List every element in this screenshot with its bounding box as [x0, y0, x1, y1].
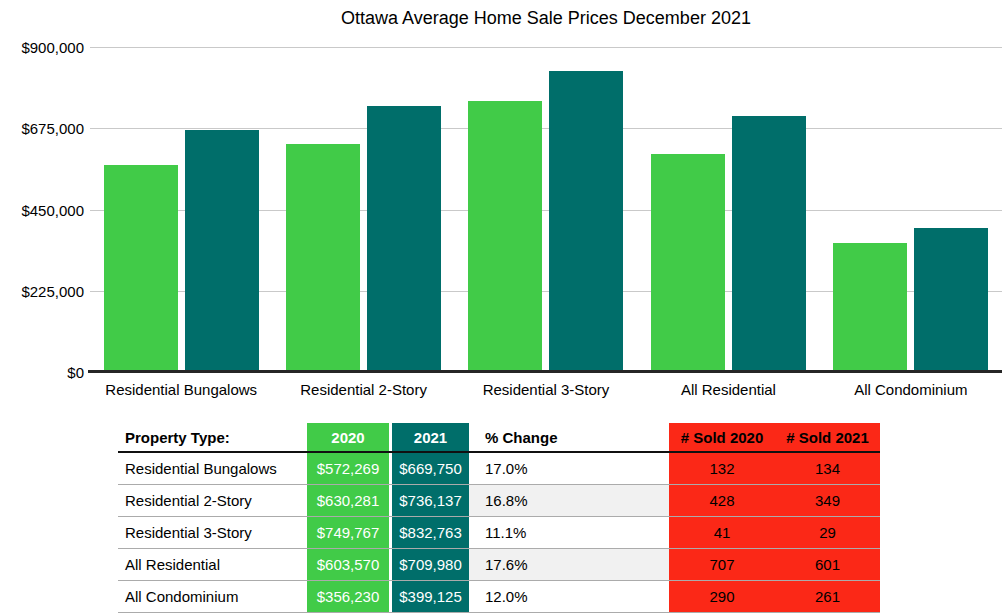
x-axis-category-label: Residential 3-Story — [455, 381, 637, 398]
table-row: Residential 3-Story$749,767$832,76311.1%… — [118, 517, 880, 549]
x-axis-category-label: Residential 2-Story — [272, 381, 454, 398]
bar-2020 — [468, 101, 542, 372]
table-row: All Residential$603,570$709,98017.6%7076… — [118, 549, 880, 581]
bar-group — [272, 47, 454, 372]
bar-2021 — [185, 130, 259, 372]
cell-price-2020: $630,281 — [307, 485, 389, 516]
x-axis: Residential BungalowsResidential 2-Story… — [90, 381, 1002, 398]
bar-2021 — [732, 116, 806, 372]
cell-sold-2020: 132 — [669, 453, 775, 484]
data-table: Property Type:20202021% Change# Sold 202… — [118, 423, 880, 613]
cell-sold-2021: 29 — [775, 517, 880, 548]
cell-property-type: All Residential — [118, 549, 307, 580]
bar-2020 — [833, 243, 907, 372]
table-header-row: Property Type:20202021% Change# Sold 202… — [118, 423, 880, 453]
y-axis-tick-label: $450,000 — [21, 201, 84, 218]
bar-2021 — [914, 228, 988, 372]
x-axis-category-label: All Residential — [637, 381, 819, 398]
plot-area — [90, 47, 1002, 372]
bar-2021 — [549, 71, 623, 372]
x-axis-category-label: Residential Bungalows — [90, 381, 272, 398]
bar-group — [637, 47, 819, 372]
cell-pct-change: 11.1% — [469, 517, 669, 548]
cell-price-2021: $736,137 — [392, 485, 469, 516]
table-row: Residential Bungalows$572,269$669,75017.… — [118, 453, 880, 485]
cell-pct-change: 17.0% — [469, 453, 669, 484]
y-axis-tick-label: $675,000 — [21, 120, 84, 137]
cell-property-type: All Condominium — [118, 581, 307, 612]
cell-sold-2021: 134 — [775, 453, 880, 484]
cell-sold-2020: 290 — [669, 581, 775, 612]
table-row: Residential 2-Story$630,281$736,13716.8%… — [118, 485, 880, 517]
bar-group — [820, 47, 1002, 372]
bar-group — [455, 47, 637, 372]
header-sold-2020: # Sold 2020 — [669, 423, 775, 451]
bar-2020 — [651, 154, 725, 372]
bar-2021 — [367, 106, 441, 372]
cell-price-2021: $709,980 — [392, 549, 469, 580]
x-axis-baseline — [88, 370, 1002, 373]
cell-price-2020: $603,570 — [307, 549, 389, 580]
cell-sold-2020: 707 — [669, 549, 775, 580]
cell-price-2021: $399,125 — [392, 581, 469, 612]
cell-sold-2021: 601 — [775, 549, 880, 580]
cell-price-2020: $749,767 — [307, 517, 389, 548]
cell-price-2021: $832,763 — [392, 517, 469, 548]
header-2021: 2021 — [392, 423, 469, 451]
cell-sold-2021: 261 — [775, 581, 880, 612]
header-pct-change: % Change — [469, 423, 669, 451]
cell-pct-change: 12.0% — [469, 581, 669, 612]
chart-canvas: Ottawa Average Home Sale Prices December… — [0, 0, 1004, 616]
y-axis-tick-label: $0 — [67, 364, 84, 381]
cell-sold-2020: 428 — [669, 485, 775, 516]
header-sold-2021: # Sold 2021 — [775, 423, 880, 451]
bar-2020 — [286, 144, 360, 372]
x-axis-category-label: All Condominium — [820, 381, 1002, 398]
cell-pct-change: 17.6% — [469, 549, 669, 580]
cell-property-type: Residential 3-Story — [118, 517, 307, 548]
cell-property-type: Residential 2-Story — [118, 485, 307, 516]
bar-group — [90, 47, 272, 372]
cell-price-2020: $356,230 — [307, 581, 389, 612]
header-2020: 2020 — [307, 423, 389, 451]
table-row: All Condominium$356,230$399,12512.0%2902… — [118, 581, 880, 613]
cell-price-2020: $572,269 — [307, 453, 389, 484]
y-axis-tick-label: $900,000 — [21, 39, 84, 56]
header-property-type: Property Type: — [118, 423, 307, 451]
cell-sold-2020: 41 — [669, 517, 775, 548]
y-axis: $0$225,000$450,000$675,000$900,000 — [0, 47, 84, 372]
chart-title: Ottawa Average Home Sale Prices December… — [90, 8, 1002, 29]
cell-property-type: Residential Bungalows — [118, 453, 307, 484]
y-axis-tick-label: $225,000 — [21, 282, 84, 299]
cell-pct-change: 16.8% — [469, 485, 669, 516]
cell-price-2021: $669,750 — [392, 453, 469, 484]
cell-sold-2021: 349 — [775, 485, 880, 516]
bar-2020 — [104, 165, 178, 372]
